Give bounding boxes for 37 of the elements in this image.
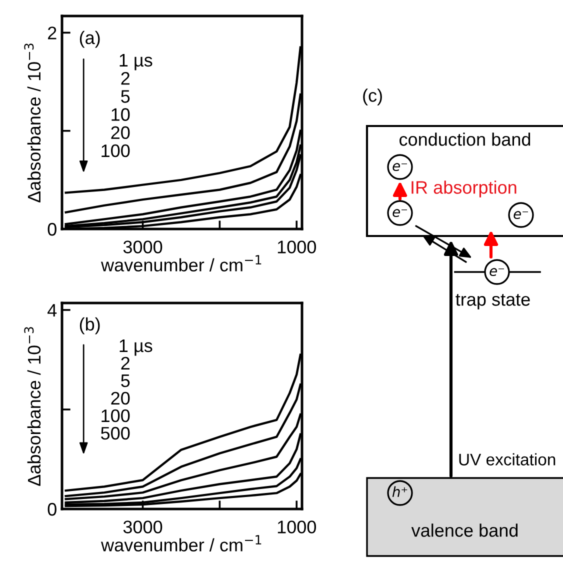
y-tick-label: 0 bbox=[48, 222, 56, 236]
text: UV excitation bbox=[459, 453, 556, 466]
text: e⁻ bbox=[392, 163, 408, 172]
text: trap state bbox=[456, 294, 530, 310]
annotation: 2 bbox=[121, 356, 130, 370]
y-tick-label: 4 bbox=[48, 304, 57, 317]
annotation: 5 bbox=[121, 90, 130, 103]
text: conduction band bbox=[400, 132, 530, 146]
x-tick-label: 1000 bbox=[278, 240, 316, 254]
text: (b) bbox=[80, 317, 100, 334]
text: (c) bbox=[363, 88, 382, 106]
annotation: 2 bbox=[121, 72, 130, 85]
annotation: 20 bbox=[111, 126, 130, 140]
text: h⁺ bbox=[392, 486, 408, 497]
annotation: 1 µs bbox=[120, 340, 152, 356]
text: valence band bbox=[411, 524, 518, 537]
y-axis-title: Δabsorbance / 10$^{−3}$ bbox=[24, 327, 41, 486]
text: e⁻ bbox=[490, 268, 504, 276]
text: (a) bbox=[80, 30, 100, 48]
text: e⁻ bbox=[514, 211, 528, 220]
annotation: 500 bbox=[101, 426, 130, 440]
y-axis-title: Δabsorbance / 10$^{−3}$ bbox=[24, 44, 41, 202]
annotation: 100 bbox=[102, 144, 130, 158]
text: IR absorption bbox=[412, 180, 516, 198]
x-tick-label: 1000 bbox=[278, 520, 316, 534]
annotation: 100 bbox=[102, 409, 130, 422]
x-axis-title: wavenumber / cm$^{−1}$ bbox=[100, 535, 262, 552]
y-tick-label: 2 bbox=[48, 26, 56, 40]
text: e⁻ bbox=[392, 209, 408, 218]
annotation: 20 bbox=[111, 392, 130, 405]
y-tick-label: 0 bbox=[48, 502, 56, 516]
annotation: 1 µs bbox=[120, 54, 152, 70]
x-tick-label: 3000 bbox=[123, 520, 162, 534]
x-axis-title: wavenumber / cm$^{−1}$ bbox=[100, 255, 262, 272]
x-tick-label: 3000 bbox=[123, 240, 162, 254]
annotation: 10 bbox=[112, 108, 130, 121]
annotation: 5 bbox=[121, 374, 130, 388]
